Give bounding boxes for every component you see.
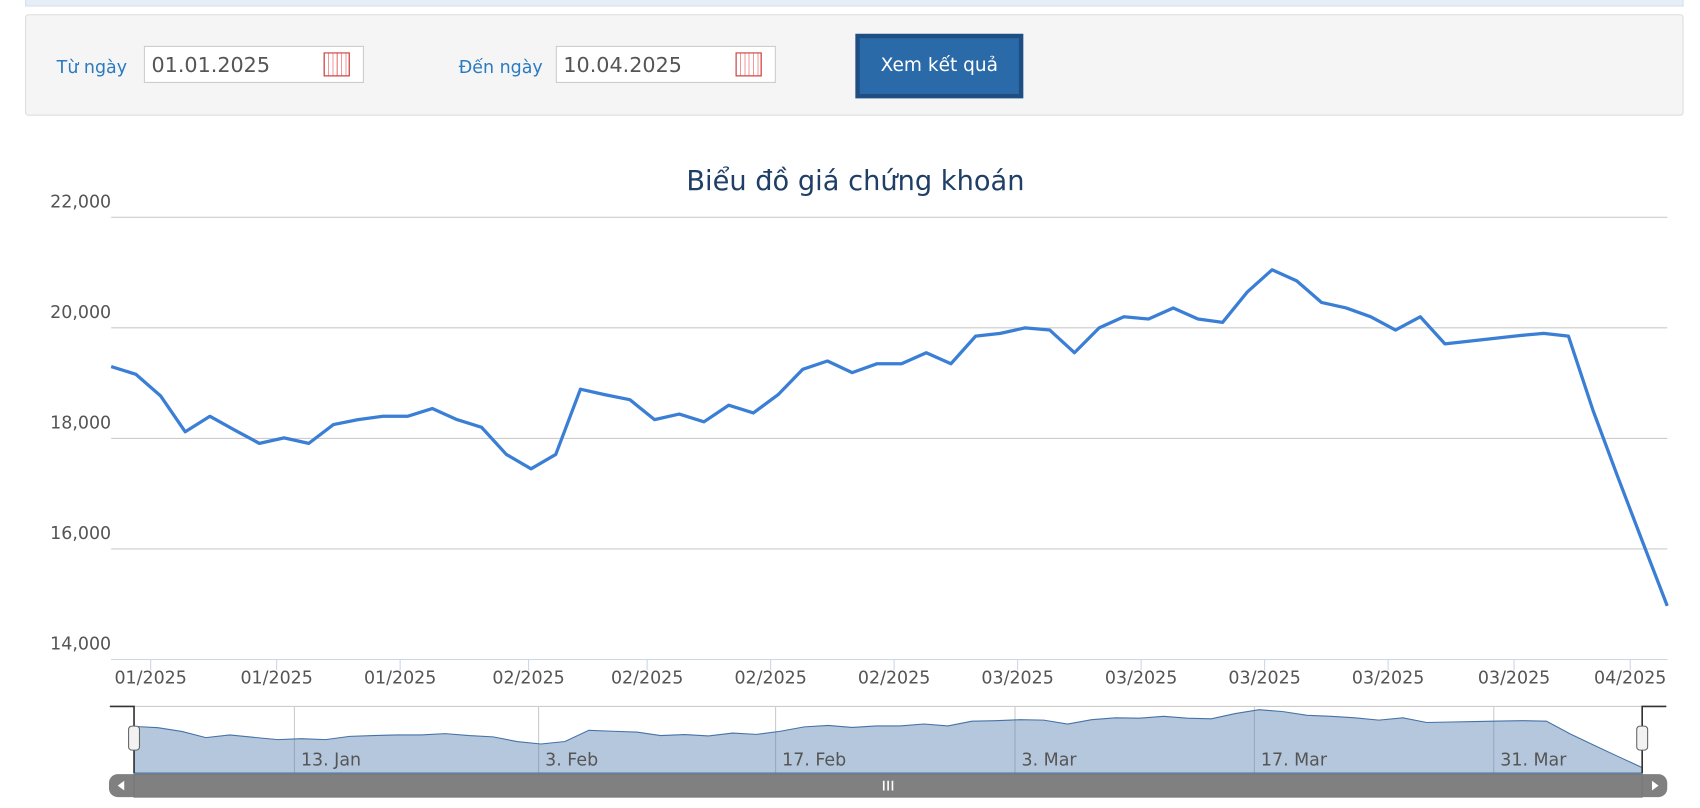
navigator-area: [133, 709, 1643, 774]
to-label: Đến ngày: [458, 56, 543, 78]
x-tick-label: 02/2025: [492, 669, 564, 689]
from-value: 01.01.2025: [151, 53, 271, 78]
price-line: [110, 268, 1669, 607]
navigator-handle[interactable]: [1636, 725, 1649, 751]
from-input[interactable]: 01.01.2025: [143, 45, 364, 83]
x-tick-label: 03/2025: [981, 669, 1053, 689]
navigator-tick-label: 3. Mar: [1022, 750, 1078, 770]
y-tick-label: 16,000: [50, 524, 111, 544]
scroll-grip: [882, 780, 894, 791]
x-tick-label: 02/2025: [734, 669, 806, 689]
navigator-tick-label: 13. Jan: [301, 750, 361, 770]
x-tick-label: 01/2025: [114, 669, 186, 689]
top-strip: [25, 0, 1684, 7]
from-label: Từ ngày: [56, 56, 128, 78]
y-tick-label: 22,000: [50, 192, 111, 212]
navigator-tick-label: 3. Feb: [545, 750, 598, 770]
chart-title: Biểu đồ giá chứng khoán: [686, 166, 1024, 197]
scroll-left[interactable]: [117, 780, 125, 791]
date-form: Từ ngày 01.01.2025 Đến ngày 10.04.2025 X…: [25, 14, 1684, 116]
scroll-right[interactable]: [1651, 780, 1659, 791]
calendar-icon[interactable]: [323, 52, 350, 77]
y-tick-label: 18,000: [50, 414, 111, 434]
calendar-icon[interactable]: [735, 52, 762, 77]
navigator-tick-label: 17. Feb: [782, 750, 846, 770]
to-input[interactable]: 10.04.2025: [555, 45, 776, 83]
submit-button[interactable]: Xem kết quả: [855, 33, 1024, 99]
y-tick-label: 14,000: [50, 635, 111, 655]
x-tick-label: 03/2025: [1478, 669, 1550, 689]
x-tick-label: 04/2025: [1594, 669, 1666, 689]
to-value: 10.04.2025: [563, 53, 682, 78]
x-tick-label: 03/2025: [1228, 669, 1300, 689]
x-tick-label: 01/2025: [364, 669, 436, 689]
x-tick-label: 02/2025: [858, 669, 930, 689]
x-tick-label: 03/2025: [1105, 669, 1177, 689]
navigator-outline: [110, 705, 135, 774]
navigator-tick-label: 31. Mar: [1500, 750, 1567, 770]
x-tick-label: 01/2025: [240, 669, 312, 689]
x-tick-label: 02/2025: [611, 669, 683, 689]
navigator-handle[interactable]: [128, 725, 141, 751]
y-tick-label: 20,000: [50, 303, 111, 323]
x-tick-label: 03/2025: [1352, 669, 1424, 689]
navigator-tick-label: 17. Mar: [1261, 750, 1328, 770]
navigator-outline: [1641, 705, 1667, 774]
